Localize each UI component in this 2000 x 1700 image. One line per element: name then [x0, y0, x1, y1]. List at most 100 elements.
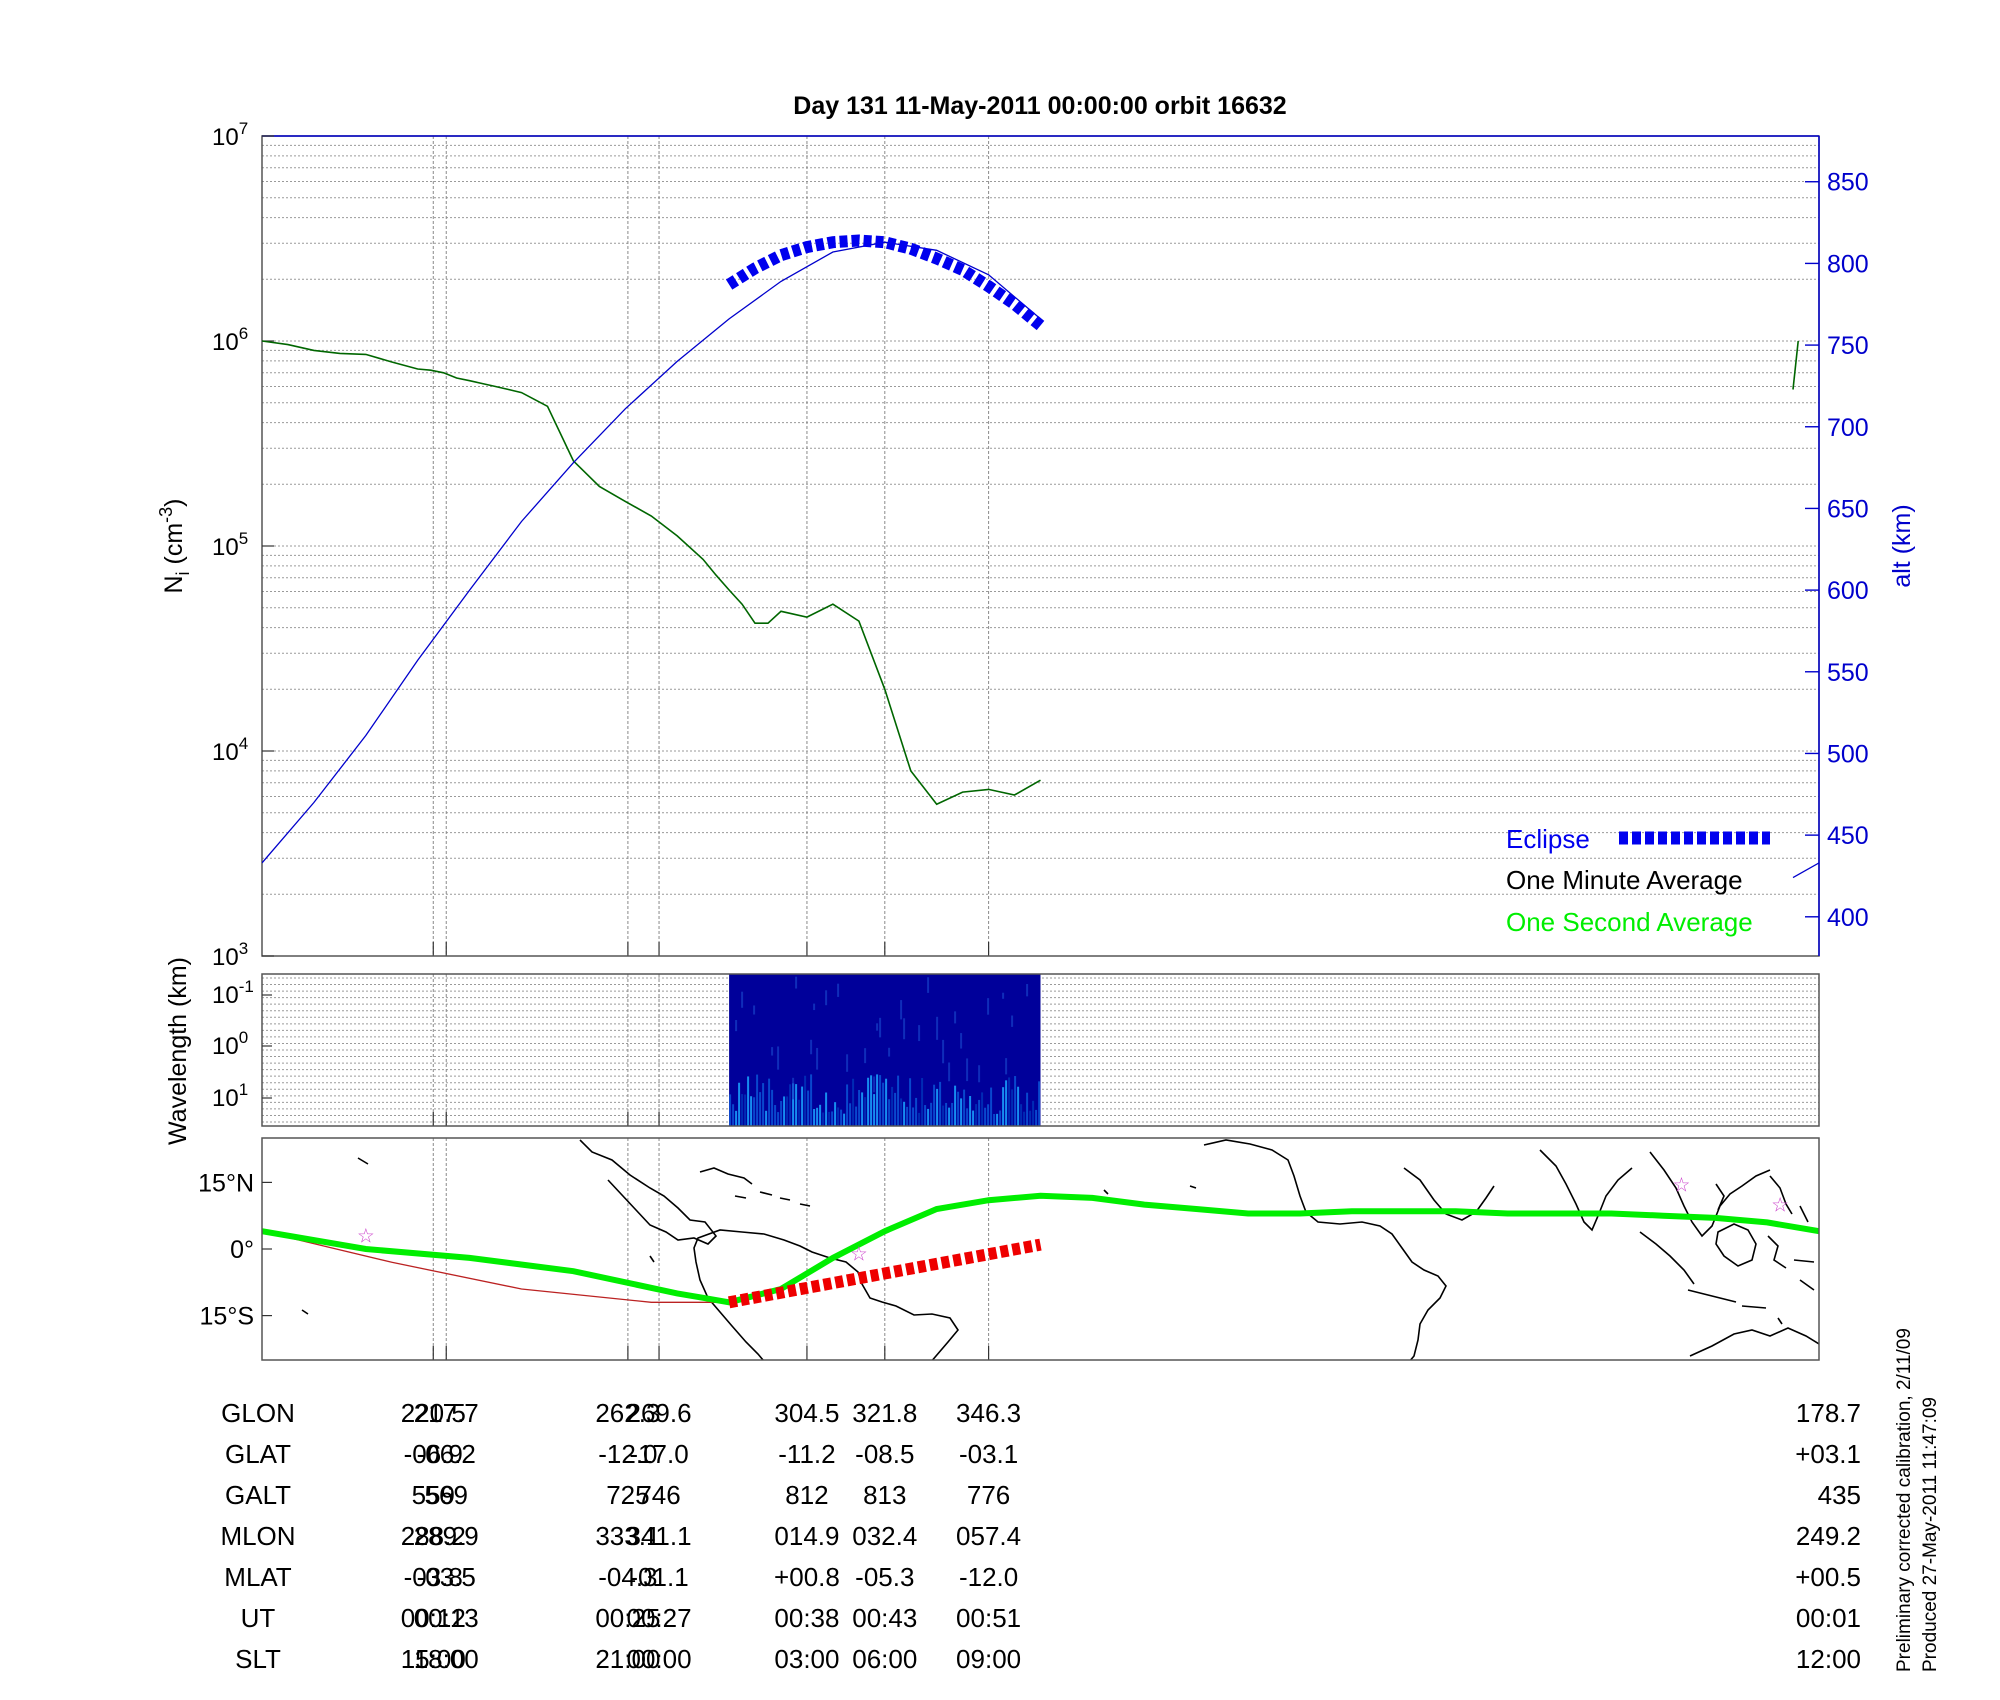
altitude-tick-label: 450 [1827, 822, 1869, 850]
coast-java [1687, 1289, 1767, 1309]
density-label-main: N [160, 575, 188, 593]
spectrogram-speckle [795, 976, 798, 989]
density-tick-exponent: 4 [239, 734, 248, 753]
main-time-markers [432, 136, 990, 956]
spectrogram-stripe [840, 1109, 843, 1126]
spectrogram-stripe [861, 1092, 864, 1126]
spectrogram-stripe [1029, 1110, 1032, 1126]
table-cell: -12.0 [598, 1439, 657, 1469]
wavelength-tick-base: 10 [212, 1033, 239, 1060]
table-row-label: GLON [221, 1398, 295, 1428]
spectrogram-speckle [900, 1000, 903, 1020]
spectrogram-stripe [939, 1081, 942, 1126]
table-row-label: MLON [220, 1521, 295, 1551]
table-cell: 00:27 [626, 1603, 691, 1633]
table-cell: 00:00 [626, 1644, 691, 1674]
spectrogram-stripe [735, 1110, 738, 1126]
spectrogram-stripe [894, 1092, 897, 1126]
spectrogram-stripe [897, 1075, 900, 1126]
table-row-label: GLAT [225, 1439, 291, 1469]
altitude-line [1792, 862, 1819, 879]
spectrogram-stripe [774, 1105, 777, 1126]
table-cell: +03.1 [1795, 1439, 1861, 1469]
magnetic-equator-star: ☆ [1771, 1195, 1789, 1217]
eclipse-segment [725, 234, 1045, 331]
spectrogram-stripe [972, 1110, 975, 1126]
spectrogram-stripe [810, 1074, 813, 1126]
density-tick-label: 105 [212, 529, 248, 561]
density-line [1792, 340, 1799, 390]
spectrogram-speckle [777, 1046, 780, 1070]
legend: Eclipse One Minute Average One Second Av… [1506, 824, 1770, 937]
table-cell: -06.9 [404, 1439, 463, 1469]
spectrogram-stripe [858, 1089, 861, 1126]
altitude-tick-label: 550 [1827, 659, 1869, 687]
table-cell: 21:00 [595, 1644, 660, 1674]
altitude-tick-label: 800 [1827, 250, 1869, 278]
table-cell: 09:00 [956, 1644, 1021, 1674]
latitude-tick-label: 0° [230, 1236, 254, 1264]
table-cell: 321.8 [852, 1398, 917, 1428]
spectrogram-stripe [1005, 1080, 1008, 1126]
spectrogram-stripe [951, 1102, 954, 1126]
latitude-axis: 15°N 0° 15°S [198, 1169, 272, 1331]
spectrogram-stripe [885, 1078, 888, 1126]
table-row-label: MLAT [224, 1562, 292, 1592]
altitude-axis: 400 450 500 550 600 650 700 750 800 850 [1805, 169, 1869, 932]
spectrogram-stripe [1011, 1089, 1014, 1126]
density-tick-exponent: 5 [239, 529, 248, 548]
model-track-line [262, 1230, 730, 1303]
spectrogram-block [729, 974, 1041, 1126]
spectrogram-stripe [1023, 1111, 1026, 1126]
table-cell: -17.0 [629, 1439, 688, 1469]
table-cell: 220.5 [401, 1398, 466, 1428]
table-cell: 776 [967, 1480, 1010, 1510]
spectrogram-stripe [969, 1096, 972, 1126]
density-tick-base: 10 [212, 944, 239, 971]
spectrogram-speckle [903, 1018, 906, 1040]
coast-australia [1689, 1327, 1819, 1357]
altitude-tick-label: 650 [1827, 495, 1869, 523]
spectrogram-stripe [867, 1077, 870, 1126]
spectrogram-stripe [798, 1099, 801, 1126]
wavelength-tick-exponent: 1 [239, 1080, 248, 1099]
spectrogram-stripe [789, 1084, 792, 1126]
magnetic-equator-star: ☆ [1672, 1175, 1690, 1197]
spectrogram-stripe [771, 1089, 774, 1126]
spectrogram-stripe [912, 1107, 915, 1126]
density-tick-base: 10 [212, 739, 239, 766]
spectrogram-stripe [1032, 1100, 1035, 1126]
spectrogram-stripe [906, 1106, 909, 1126]
table-cell: -04.3 [598, 1562, 657, 1592]
spectrogram-stripe [954, 1085, 957, 1126]
spectrogram-speckle [960, 1033, 963, 1049]
spectrogram-stripe [876, 1074, 879, 1126]
spectrogram-stripe [927, 1108, 930, 1126]
spectrogram-stripe [750, 1096, 753, 1126]
ground-track-panel: ☆ ☆ ☆ ☆ 15°N 0° 15°S [198, 1137, 1820, 1361]
spectrogram-stripe [1035, 1109, 1038, 1126]
coast-southeast-asia [1649, 1151, 1771, 1238]
table-cell: 00:01 [1796, 1603, 1861, 1633]
table-cell: -01.1 [629, 1562, 688, 1592]
spectrogram-stripe [975, 1104, 978, 1126]
spectrogram-stripe [828, 1111, 831, 1126]
density-label-sup: -3 [156, 507, 176, 523]
table-row-label: SLT [235, 1644, 281, 1674]
table-cell: 289.9 [414, 1521, 479, 1551]
table-cell: 03:00 [774, 1644, 839, 1674]
coast-india [1539, 1149, 1633, 1232]
legend-one-second-label: One Second Average [1506, 907, 1753, 937]
coast-islands [301, 1157, 1783, 1325]
spectrogram-stripe [759, 1092, 762, 1126]
density-tick-label: 106 [212, 324, 248, 356]
spectrogram-speckle [735, 1020, 738, 1032]
table-cell: 249.2 [1796, 1521, 1861, 1551]
magnetic-equator-star: ☆ [357, 1226, 375, 1248]
spectrogram-stripe [819, 1104, 822, 1126]
spectrogram-stripe [849, 1103, 852, 1126]
density-tick-exponent: 7 [239, 119, 248, 138]
